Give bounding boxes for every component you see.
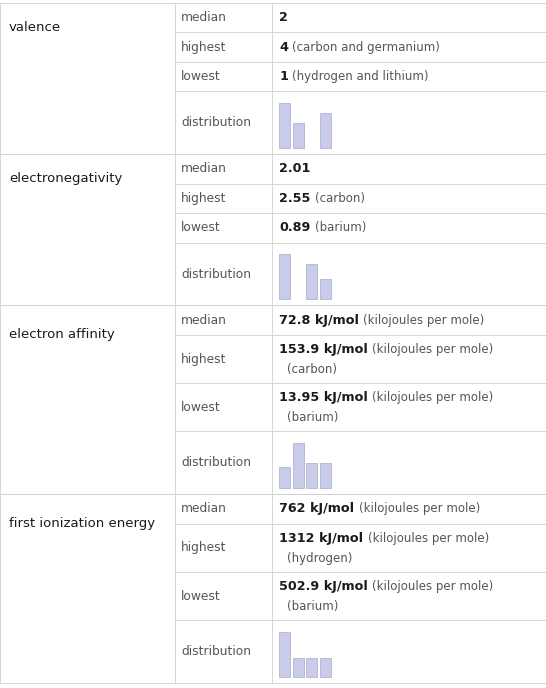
Text: (kilojoules per mole): (kilojoules per mole) — [364, 314, 485, 327]
Text: median: median — [181, 162, 227, 175]
Text: (kilojoules per mole): (kilojoules per mole) — [372, 580, 494, 593]
Text: valence: valence — [9, 21, 61, 34]
Text: highest: highest — [181, 541, 227, 555]
Text: distribution: distribution — [181, 456, 251, 469]
Text: 153.9 kJ/mol: 153.9 kJ/mol — [280, 343, 369, 356]
Text: median: median — [181, 502, 227, 515]
Text: (carbon): (carbon) — [287, 363, 337, 376]
Text: (kilojoules per mole): (kilojoules per mole) — [367, 532, 489, 545]
Bar — [320, 113, 331, 148]
Text: median: median — [181, 11, 227, 24]
Text: 762 kJ/mol: 762 kJ/mol — [280, 502, 354, 515]
Text: electronegativity: electronegativity — [9, 173, 122, 185]
Text: 0.89: 0.89 — [280, 222, 311, 235]
Bar — [293, 658, 304, 677]
Bar — [280, 467, 290, 488]
Bar — [320, 658, 331, 677]
Text: lowest: lowest — [181, 222, 221, 235]
Text: first ionization energy: first ionization energy — [9, 517, 155, 530]
Text: 502.9 kJ/mol: 502.9 kJ/mol — [280, 580, 369, 593]
Text: 4: 4 — [280, 41, 288, 54]
Text: 1: 1 — [280, 70, 288, 83]
Text: (kilojoules per mole): (kilojoules per mole) — [372, 391, 494, 404]
Bar — [306, 464, 317, 488]
Text: (barium): (barium) — [315, 222, 366, 235]
Text: 2: 2 — [280, 11, 288, 24]
Text: electron affinity: electron affinity — [9, 328, 115, 341]
Text: 13.95 kJ/mol: 13.95 kJ/mol — [280, 391, 369, 404]
Text: (carbon): (carbon) — [315, 192, 365, 205]
Text: lowest: lowest — [181, 590, 221, 603]
Bar — [306, 264, 317, 299]
Text: median: median — [181, 314, 227, 327]
Text: (carbon and germanium): (carbon and germanium) — [293, 41, 440, 54]
Text: 2.55: 2.55 — [280, 192, 311, 205]
Text: 1312 kJ/mol: 1312 kJ/mol — [280, 532, 364, 545]
Text: distribution: distribution — [181, 268, 251, 281]
Text: lowest: lowest — [181, 70, 221, 83]
Text: distribution: distribution — [181, 645, 251, 658]
Text: 72.8 kJ/mol: 72.8 kJ/mol — [280, 314, 359, 327]
Bar — [293, 443, 304, 488]
Text: (kilojoules per mole): (kilojoules per mole) — [372, 343, 494, 356]
Text: lowest: lowest — [181, 401, 221, 413]
Text: distribution: distribution — [181, 116, 251, 129]
Bar — [280, 632, 290, 677]
Text: (kilojoules per mole): (kilojoules per mole) — [359, 502, 480, 515]
Text: highest: highest — [181, 192, 227, 205]
Bar — [306, 658, 317, 677]
Bar — [320, 464, 331, 488]
Text: (barium): (barium) — [287, 600, 339, 613]
Text: 2.01: 2.01 — [280, 162, 311, 175]
Bar — [280, 254, 290, 299]
Text: (barium): (barium) — [287, 411, 339, 424]
Text: highest: highest — [181, 41, 227, 54]
Text: highest: highest — [181, 352, 227, 365]
Bar — [280, 103, 290, 148]
Bar — [320, 279, 331, 299]
Text: (hydrogen and lithium): (hydrogen and lithium) — [292, 70, 429, 83]
Text: (hydrogen): (hydrogen) — [287, 552, 353, 565]
Bar — [293, 123, 304, 148]
